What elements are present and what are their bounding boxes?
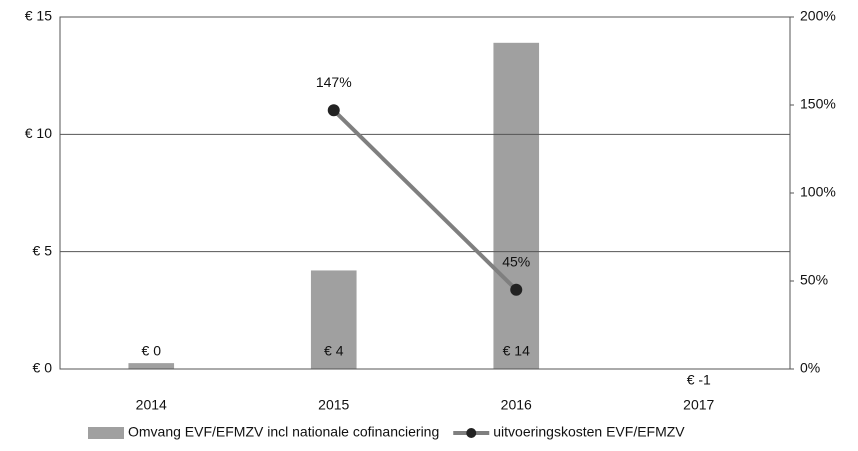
y2-tick-label: 200% <box>800 8 836 24</box>
y2-tick-label: 100% <box>800 184 836 200</box>
legend-label: Omvang EVF/EFMZV incl nationale cofinanc… <box>128 424 439 440</box>
y-tick-label: € 15 <box>25 8 52 24</box>
x-tick-label: 2014 <box>136 397 167 413</box>
bar-value-label: € -1 <box>687 372 711 388</box>
legend-marker <box>466 428 477 438</box>
y2-tick-label: 0% <box>800 360 820 376</box>
line-marker <box>327 104 340 117</box>
y-tick-label: € 0 <box>33 360 53 376</box>
plot-frame <box>59 16 791 370</box>
y-tick-label: € 10 <box>25 125 52 141</box>
legend-swatch <box>88 427 124 439</box>
x-tick-label: 2015 <box>318 397 349 413</box>
line <box>332 108 518 292</box>
line-marker <box>510 283 523 296</box>
y2-tick-label: 150% <box>800 96 836 112</box>
bar <box>128 363 175 369</box>
line-value-label: 45% <box>502 254 530 270</box>
legend-label: uitvoeringskosten EVF/EFMZV <box>493 424 685 440</box>
bar-value-label: € 4 <box>324 343 344 359</box>
bar-value-label: € 0 <box>142 343 162 359</box>
bar <box>493 42 540 369</box>
y-tick-label: € 5 <box>33 242 53 258</box>
x-tick-label: 2016 <box>501 397 532 413</box>
x-tick-label: 2017 <box>683 397 714 413</box>
plot-marks <box>128 42 540 369</box>
y2-tick-label: 50% <box>800 272 828 288</box>
bar <box>310 270 357 369</box>
bar-value-label: € 14 <box>503 343 530 359</box>
line-value-label: 147% <box>316 74 352 90</box>
